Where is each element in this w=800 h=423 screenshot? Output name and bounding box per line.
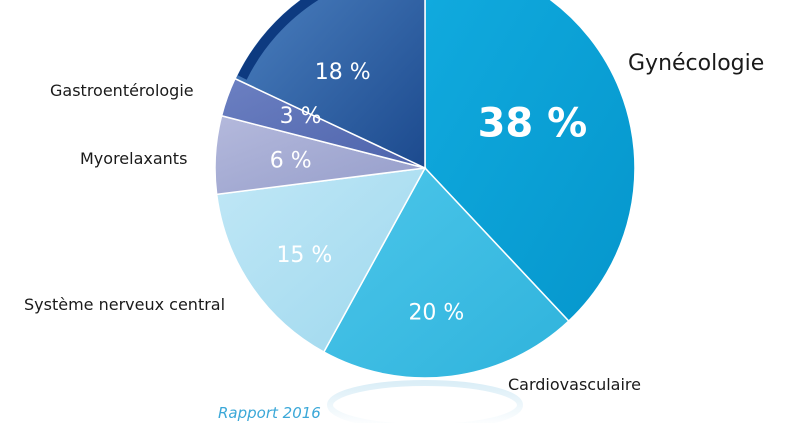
category-label-gynecologie: Gynécologie	[628, 51, 764, 76]
pie-slice-systeme-nerveux-central	[215, 167, 427, 354]
reflection-ring	[327, 380, 523, 423]
slice-value-label-autres: 18 %	[315, 60, 371, 85]
slice-value-label-gynecologie: 38 %	[478, 101, 588, 147]
slice-value-label-gastroenterologie: 3 %	[280, 104, 322, 129]
pie-slice-autres	[233, 0, 426, 170]
pie-slices	[214, 0, 636, 379]
category-label-systeme-nerveux-central: Système nerveux central	[24, 295, 225, 314]
pie-slice-rim-autres	[237, 0, 319, 80]
pie-slice-gynecologie	[424, 0, 636, 323]
category-label-cardiovasculaire: Cardiovasculaire	[508, 375, 641, 394]
footer-text: Rapport 2016	[218, 404, 321, 422]
slice-value-label-systeme-nerveux-central: 15 %	[276, 243, 332, 268]
pie-slice-cardiovasculaire	[322, 166, 570, 379]
slice-value-label-cardiovasculaire: 20 %	[408, 301, 464, 326]
slice-value-label-myorelaxants: 6 %	[270, 148, 312, 173]
slice-value-labels: 38 % 20 % 15 % 6 % 3 % 18 %	[270, 60, 587, 326]
category-label-myorelaxants: Myorelaxants	[80, 149, 187, 168]
category-label-gastroenterologie: Gastroentérologie	[50, 81, 194, 100]
